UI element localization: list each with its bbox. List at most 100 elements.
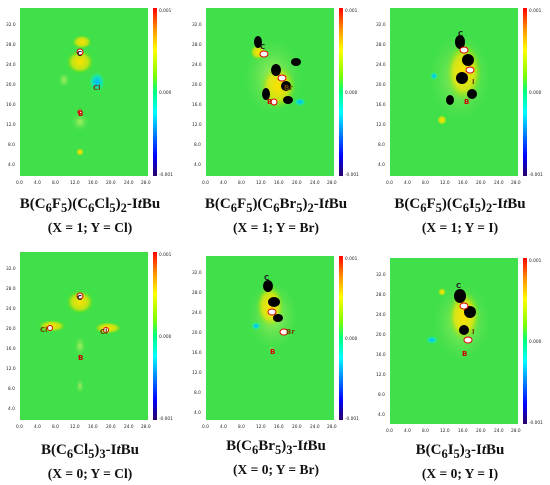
- y-tick: 12.0: [192, 122, 202, 128]
- atom-label: B: [462, 350, 467, 358]
- y-tick: 16.0: [6, 346, 16, 352]
- colorbar-min: -0.001: [529, 420, 543, 426]
- y-tick: 12.0: [192, 370, 202, 376]
- caption-params: (X = 1; Y = I): [421, 220, 499, 235]
- caption-params: (X = 0; Y = Cl): [47, 466, 133, 481]
- atom-label: Br: [284, 84, 293, 92]
- y-tick: 12.0: [376, 372, 386, 378]
- caption-formula: B(C6F5)(C6Br5)2-ItBu: [204, 196, 348, 215]
- x-tick: 12.0: [440, 180, 450, 186]
- y-tick: 4.0: [378, 412, 385, 418]
- x-tick: 16.0: [88, 180, 98, 186]
- y-tick: 32.0: [376, 272, 386, 278]
- colorbar: [153, 252, 157, 420]
- colorbar-mid: 0.000: [159, 90, 172, 96]
- y-tick: 4.0: [8, 162, 15, 168]
- colorbar-mid: 0.000: [529, 90, 542, 96]
- y-tick: 12.0: [6, 122, 16, 128]
- x-tick: 4.0: [404, 180, 411, 186]
- atom-label: B: [78, 110, 83, 118]
- density-panel-2: C Br B 32.0 28.0 24.0 20.0 16.0 12.0 8.0…: [188, 2, 366, 192]
- y-tick: 24.0: [6, 62, 16, 68]
- x-tick: 0.0: [386, 428, 393, 434]
- y-tick: 28.0: [192, 42, 202, 48]
- y-tick: 24.0: [192, 310, 202, 316]
- x-tick: 20.0: [292, 424, 302, 430]
- y-tick: 4.0: [8, 406, 15, 412]
- caption-2: B(C6F5)(C6Br5)2-ItBu (X = 1; Y = Br): [186, 194, 366, 238]
- y-tick: 32.0: [6, 266, 16, 272]
- x-tick: 12.0: [256, 424, 266, 430]
- colorbar-max: 0.001: [529, 258, 542, 264]
- x-tick: 4.0: [34, 180, 41, 186]
- x-tick: 12.0: [70, 424, 80, 430]
- x-tick: 4.0: [220, 180, 227, 186]
- y-tick: 28.0: [6, 42, 16, 48]
- atom-label: C: [458, 30, 463, 38]
- x-tick: 20.0: [476, 180, 486, 186]
- colorbar-min: -0.001: [159, 416, 173, 422]
- colorbar-max: 0.001: [529, 8, 542, 14]
- caption-formula: B(C6F5)(C6Cl5)2-ItBu: [19, 196, 161, 215]
- y-tick: 32.0: [192, 22, 202, 28]
- caption-params: (X = 1; Y = Cl): [47, 220, 133, 235]
- y-tick: 32.0: [192, 270, 202, 276]
- atom-label: C: [264, 274, 269, 282]
- x-tick: 28.0: [511, 180, 521, 186]
- caption-5: B(C6Br5)3-ItBu (X = 0; Y = Br): [186, 436, 366, 480]
- x-tick: 16.0: [274, 180, 284, 186]
- atom-label: I: [472, 78, 475, 86]
- x-tick: 12.0: [256, 180, 266, 186]
- y-tick: 28.0: [6, 286, 16, 292]
- x-tick: 12.0: [440, 428, 450, 434]
- x-tick: 28.0: [141, 180, 151, 186]
- colorbar-min: -0.001: [345, 172, 359, 178]
- y-tick: 8.0: [378, 142, 385, 148]
- colorbar: [523, 258, 527, 424]
- y-tick: 28.0: [192, 290, 202, 296]
- atom-label: Br: [286, 328, 295, 336]
- x-tick: 4.0: [34, 424, 41, 430]
- y-tick: 20.0: [192, 82, 202, 88]
- x-tick: 20.0: [106, 180, 116, 186]
- atom-label: B: [78, 354, 83, 362]
- y-tick: 8.0: [194, 142, 201, 148]
- caption-params: (X = 0; Y = Br): [233, 462, 319, 477]
- x-tick: 8.0: [238, 180, 245, 186]
- y-tick: 8.0: [8, 142, 15, 148]
- caption-params: (X = 0; Y = I): [421, 466, 499, 481]
- x-tick: 0.0: [202, 180, 209, 186]
- y-tick: 20.0: [192, 330, 202, 336]
- map-background: [20, 252, 148, 420]
- y-tick: 8.0: [378, 392, 385, 398]
- y-tick: 12.0: [6, 366, 16, 372]
- y-tick: 20.0: [6, 82, 16, 88]
- x-tick: 20.0: [476, 428, 486, 434]
- density-plot-1: C Cl B 32.0 28.0 24.0 20.0 16.0 12.0 8.0…: [6, 8, 173, 186]
- x-tick: 8.0: [52, 180, 59, 186]
- x-tick: 0.0: [16, 424, 23, 430]
- x-tick: 0.0: [386, 180, 393, 186]
- colorbar-max: 0.001: [345, 8, 358, 14]
- y-tick: 16.0: [6, 102, 16, 108]
- colorbar-mid: 0.000: [345, 90, 358, 96]
- caption-params: (X = 1; Y = Br): [233, 220, 319, 235]
- x-tick: 16.0: [458, 428, 468, 434]
- density-panel-3: C I B 32.0 28.0 24.0 20.0 16.0 12.0 8.0 …: [372, 2, 550, 192]
- x-tick: 28.0: [141, 424, 151, 430]
- x-tick: 8.0: [422, 180, 429, 186]
- density-plot-2: C Br B 32.0 28.0 24.0 20.0 16.0 12.0 8.0…: [192, 8, 359, 186]
- atom-label: Cl: [40, 326, 48, 334]
- y-tick: 4.0: [194, 410, 201, 416]
- y-tick: 8.0: [8, 386, 15, 392]
- y-tick: 4.0: [194, 162, 201, 168]
- y-tick: 16.0: [192, 102, 202, 108]
- density-plot-6: C I B 32.0 28.0 24.0 20.0 16.0 12.0 8.0 …: [376, 258, 543, 434]
- caption-6: B(C6I5)3-ItBu (X = 0; Y = I): [370, 440, 550, 484]
- density-plot-5: C Br B 32.0 28.0 24.0 20.0 16.0 12.0 8.0…: [192, 256, 359, 430]
- x-tick: 24.0: [494, 428, 504, 434]
- y-tick: 24.0: [376, 312, 386, 318]
- atom-label: Cl: [93, 84, 101, 92]
- y-tick: 32.0: [376, 22, 386, 28]
- colorbar: [339, 256, 343, 420]
